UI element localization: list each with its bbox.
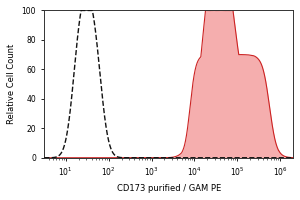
X-axis label: CD173 purified / GAM PE: CD173 purified / GAM PE	[117, 184, 221, 193]
Y-axis label: Relative Cell Count: Relative Cell Count	[7, 44, 16, 124]
